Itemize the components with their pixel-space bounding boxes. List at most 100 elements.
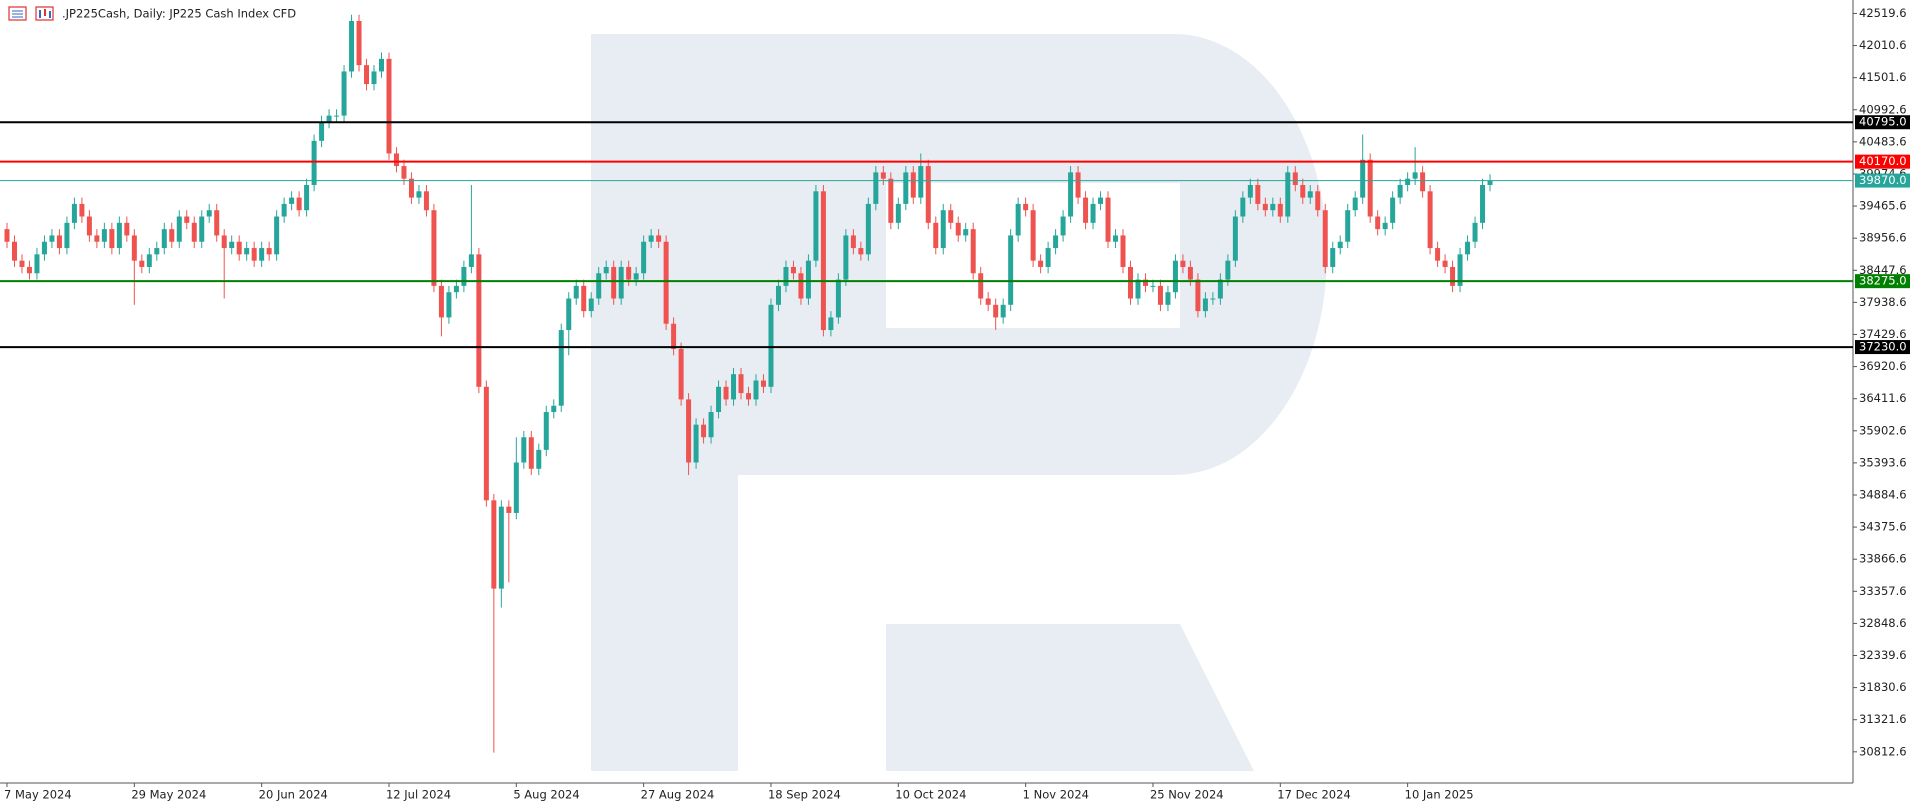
candle-body — [940, 210, 946, 249]
candle-body — [686, 399, 692, 463]
candle-body — [334, 115, 340, 117]
watermark — [591, 34, 1327, 771]
candle-body — [798, 273, 804, 299]
candle-body — [34, 254, 40, 274]
candle-body — [423, 191, 429, 211]
candle-body — [873, 172, 879, 204]
candle-body — [386, 58, 392, 154]
candle-body — [304, 184, 310, 211]
candle-body — [1240, 197, 1246, 217]
y-tick-label: 40483.6 — [1859, 134, 1907, 148]
candle-body — [71, 203, 77, 223]
candle-body — [828, 317, 834, 331]
candle-body — [820, 191, 826, 331]
x-tick-label: 29 May 2024 — [131, 788, 206, 802]
candle-body — [888, 178, 894, 223]
candle-body — [1472, 222, 1478, 242]
candle-body — [746, 393, 752, 400]
y-tick-label: 32848.6 — [1859, 616, 1907, 630]
candle-body — [214, 210, 220, 236]
candle-body — [1150, 285, 1156, 287]
candle-body — [1008, 235, 1014, 305]
candle-body — [805, 260, 811, 299]
candle-body — [4, 229, 10, 242]
candle-body — [963, 229, 969, 236]
y-tick-label: 31321.6 — [1859, 712, 1907, 726]
candle-body — [244, 248, 250, 255]
level-label-text: 38275.0 — [1859, 274, 1907, 288]
x-tick-label: 27 Aug 2024 — [641, 788, 715, 802]
x-tick-label: 18 Sep 2024 — [768, 788, 841, 802]
candle-body — [1270, 203, 1276, 211]
candle-body — [536, 449, 542, 469]
candle-body — [251, 248, 257, 261]
candle-body — [236, 241, 242, 255]
candle-body — [1090, 203, 1096, 223]
candle-body — [513, 462, 519, 513]
candle-body — [880, 172, 886, 179]
candle-body — [446, 292, 452, 318]
candle-body — [1442, 260, 1448, 267]
candle-body — [393, 153, 399, 167]
level-label-text: 40170.0 — [1859, 154, 1907, 168]
candle-body — [978, 273, 984, 299]
candle-body — [1307, 191, 1313, 198]
y-tick-label: 38447.6 — [1859, 263, 1907, 277]
y-tick-label: 35393.6 — [1859, 455, 1907, 469]
y-tick-label: 32339.6 — [1859, 648, 1907, 662]
candle-body — [1420, 172, 1426, 192]
candle-body — [498, 506, 504, 589]
y-tick-label: 38956.6 — [1859, 231, 1907, 245]
x-tick-label: 5 Aug 2024 — [513, 788, 579, 802]
candle-body — [566, 298, 572, 331]
candle-body — [11, 241, 17, 261]
x-tick-label: 12 Jul 2024 — [386, 788, 451, 802]
level-label: 39870.0 — [1855, 173, 1910, 188]
candle-body — [401, 166, 407, 179]
candle-body — [206, 210, 212, 217]
candle-body — [229, 241, 235, 249]
y-tick-label: 31830.6 — [1859, 680, 1907, 694]
candle-body — [491, 500, 497, 589]
candle-body — [738, 374, 744, 394]
candle-body — [603, 266, 609, 274]
candle-body — [1315, 191, 1321, 211]
candle-body — [319, 121, 325, 141]
candle-body — [1405, 178, 1411, 185]
candle-body — [1337, 241, 1343, 249]
candle-body — [1187, 266, 1193, 280]
level-label: 37230.0 — [1855, 340, 1910, 355]
level-label-box — [1855, 154, 1910, 169]
candle-body — [708, 412, 714, 438]
y-tick-label: 37429.6 — [1859, 327, 1907, 341]
candle-body — [1113, 235, 1119, 242]
candle-body — [790, 266, 796, 274]
candle-body — [835, 279, 841, 318]
candle-body — [731, 374, 737, 400]
candle-body — [1165, 292, 1171, 305]
candle-body — [56, 235, 62, 249]
candle-body — [326, 115, 332, 122]
candle-body — [86, 216, 92, 236]
level-label-box — [1855, 274, 1910, 289]
x-tick-label: 20 Jun 2024 — [259, 788, 328, 802]
candle-body — [1105, 197, 1111, 242]
candle-body — [1247, 184, 1253, 198]
candle-body — [199, 216, 205, 242]
candle-body — [970, 229, 976, 274]
candle-body — [1120, 235, 1126, 267]
candle-body — [416, 191, 422, 198]
candle-body — [1083, 197, 1089, 223]
candle-body — [438, 285, 444, 318]
candle-body — [1322, 210, 1328, 267]
candle-body — [1345, 210, 1351, 242]
candle-body — [633, 273, 639, 280]
level-label-text: 39870.0 — [1859, 173, 1907, 187]
candle-body — [1172, 260, 1178, 293]
candle-body — [274, 216, 280, 255]
y-tick-label: 34375.6 — [1859, 520, 1907, 534]
candle-body — [1412, 172, 1418, 179]
candle-body — [985, 298, 991, 305]
y-tick-label: 34884.6 — [1859, 487, 1907, 501]
